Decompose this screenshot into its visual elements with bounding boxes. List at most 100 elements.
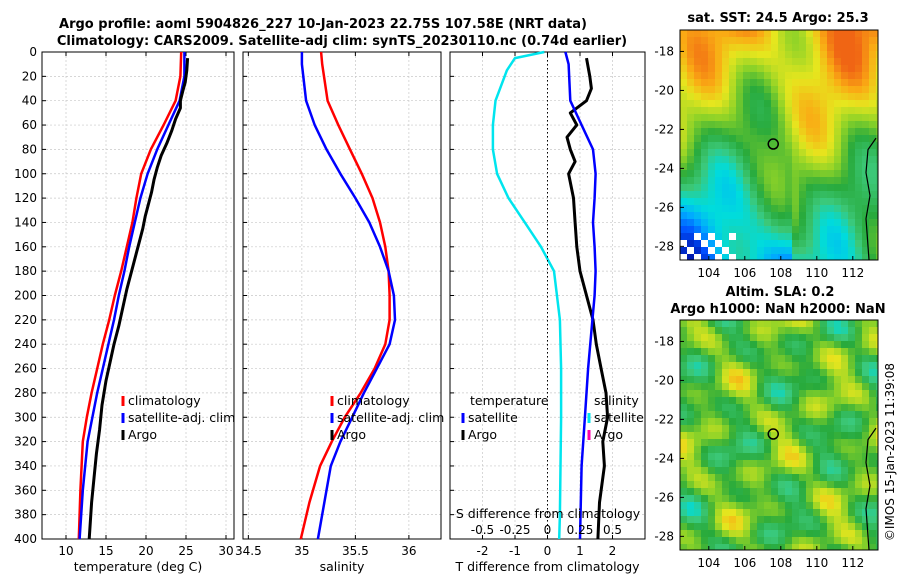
map-cell [855,509,863,517]
map-cell [729,376,737,384]
map-cell [708,411,716,419]
map-cell [841,460,849,468]
map-cell [743,446,751,454]
map-cell [708,537,716,545]
map-cell [806,530,814,538]
map-cell [694,44,702,52]
map-cell [820,327,828,335]
map-cell [827,114,835,122]
map-cell [806,107,814,115]
map-cell [855,376,863,384]
map-cell [771,383,779,391]
map-cell [715,481,723,489]
map-cell [722,334,730,342]
map-cell [820,86,828,94]
map-cell [799,121,807,129]
map-cell [757,240,765,248]
map-cell [715,495,723,503]
map-cell [862,404,870,412]
map-cell [820,320,828,328]
map-cell [722,404,730,412]
map-cell [862,341,870,349]
map-cell [806,509,814,517]
map-cell [848,184,856,192]
map-cell [813,348,821,356]
map-cell [708,121,716,129]
map-cell [841,530,849,538]
map-cell [778,334,786,342]
map-cell [764,247,772,255]
map-cell [806,121,814,129]
map-cell [750,100,758,108]
map-cell [701,334,709,342]
map-cell [813,439,821,447]
y-tick-label: -20 [654,83,674,97]
map-cell [750,156,758,164]
map-cell [701,397,709,405]
map-cell [722,376,730,384]
map-cell [771,467,779,475]
map-cell [848,240,856,248]
map-cell [764,467,772,475]
map-cell [757,58,765,66]
map-cell [694,128,702,136]
map-cell [834,439,842,447]
map-cell [743,418,751,426]
map-cell [729,114,737,122]
map-cell [680,51,688,59]
map-cell [743,411,751,419]
map-cell [785,376,793,384]
map-cell [708,44,716,52]
map-cell [834,404,842,412]
map-cell [708,355,716,363]
map-cell [834,418,842,426]
map-cell [862,355,870,363]
sla-title-line1: Altim. SLA: 0.2 [726,285,835,300]
map-cell [715,523,723,531]
map-cell [827,254,835,262]
map-cell [799,432,807,440]
map-cell [687,544,695,552]
map-cell [736,44,744,52]
map-cell [792,198,800,206]
map-cell [750,544,758,552]
map-cell [799,254,807,262]
map-cell [799,163,807,171]
map-cell [855,30,863,38]
map-cell [792,390,800,398]
map-cell [722,79,730,87]
map-cell [841,177,849,185]
map-cell [778,114,786,122]
map-cell [827,418,835,426]
y-tick-label: 200 [14,289,37,303]
map-cell [848,355,856,363]
map-cell [841,114,849,122]
map-cell [862,247,870,255]
map-cell [827,320,835,328]
map-cell [862,439,870,447]
map-cell [778,411,786,419]
map-cell [771,369,779,377]
y-tick-label: 260 [14,362,37,376]
map-cell [778,481,786,489]
map-cell [834,474,842,482]
map-cell [722,495,730,503]
legend-header-salinity: salinity [594,393,639,408]
map-cell [785,516,793,524]
map-cell [869,149,877,157]
map-cell [680,177,688,185]
map-cell [841,453,849,461]
map-cell [820,254,828,262]
map-cell [715,369,723,377]
map-cell [806,51,814,59]
map-cell [750,397,758,405]
map-cell [694,65,702,73]
map-cell [834,107,842,115]
map-cell [736,320,744,328]
map-cell [820,348,828,356]
map-cell [694,530,702,538]
map-cell [820,184,828,192]
map-cell [862,163,870,171]
map-cell [848,411,856,419]
map-cell [834,383,842,391]
